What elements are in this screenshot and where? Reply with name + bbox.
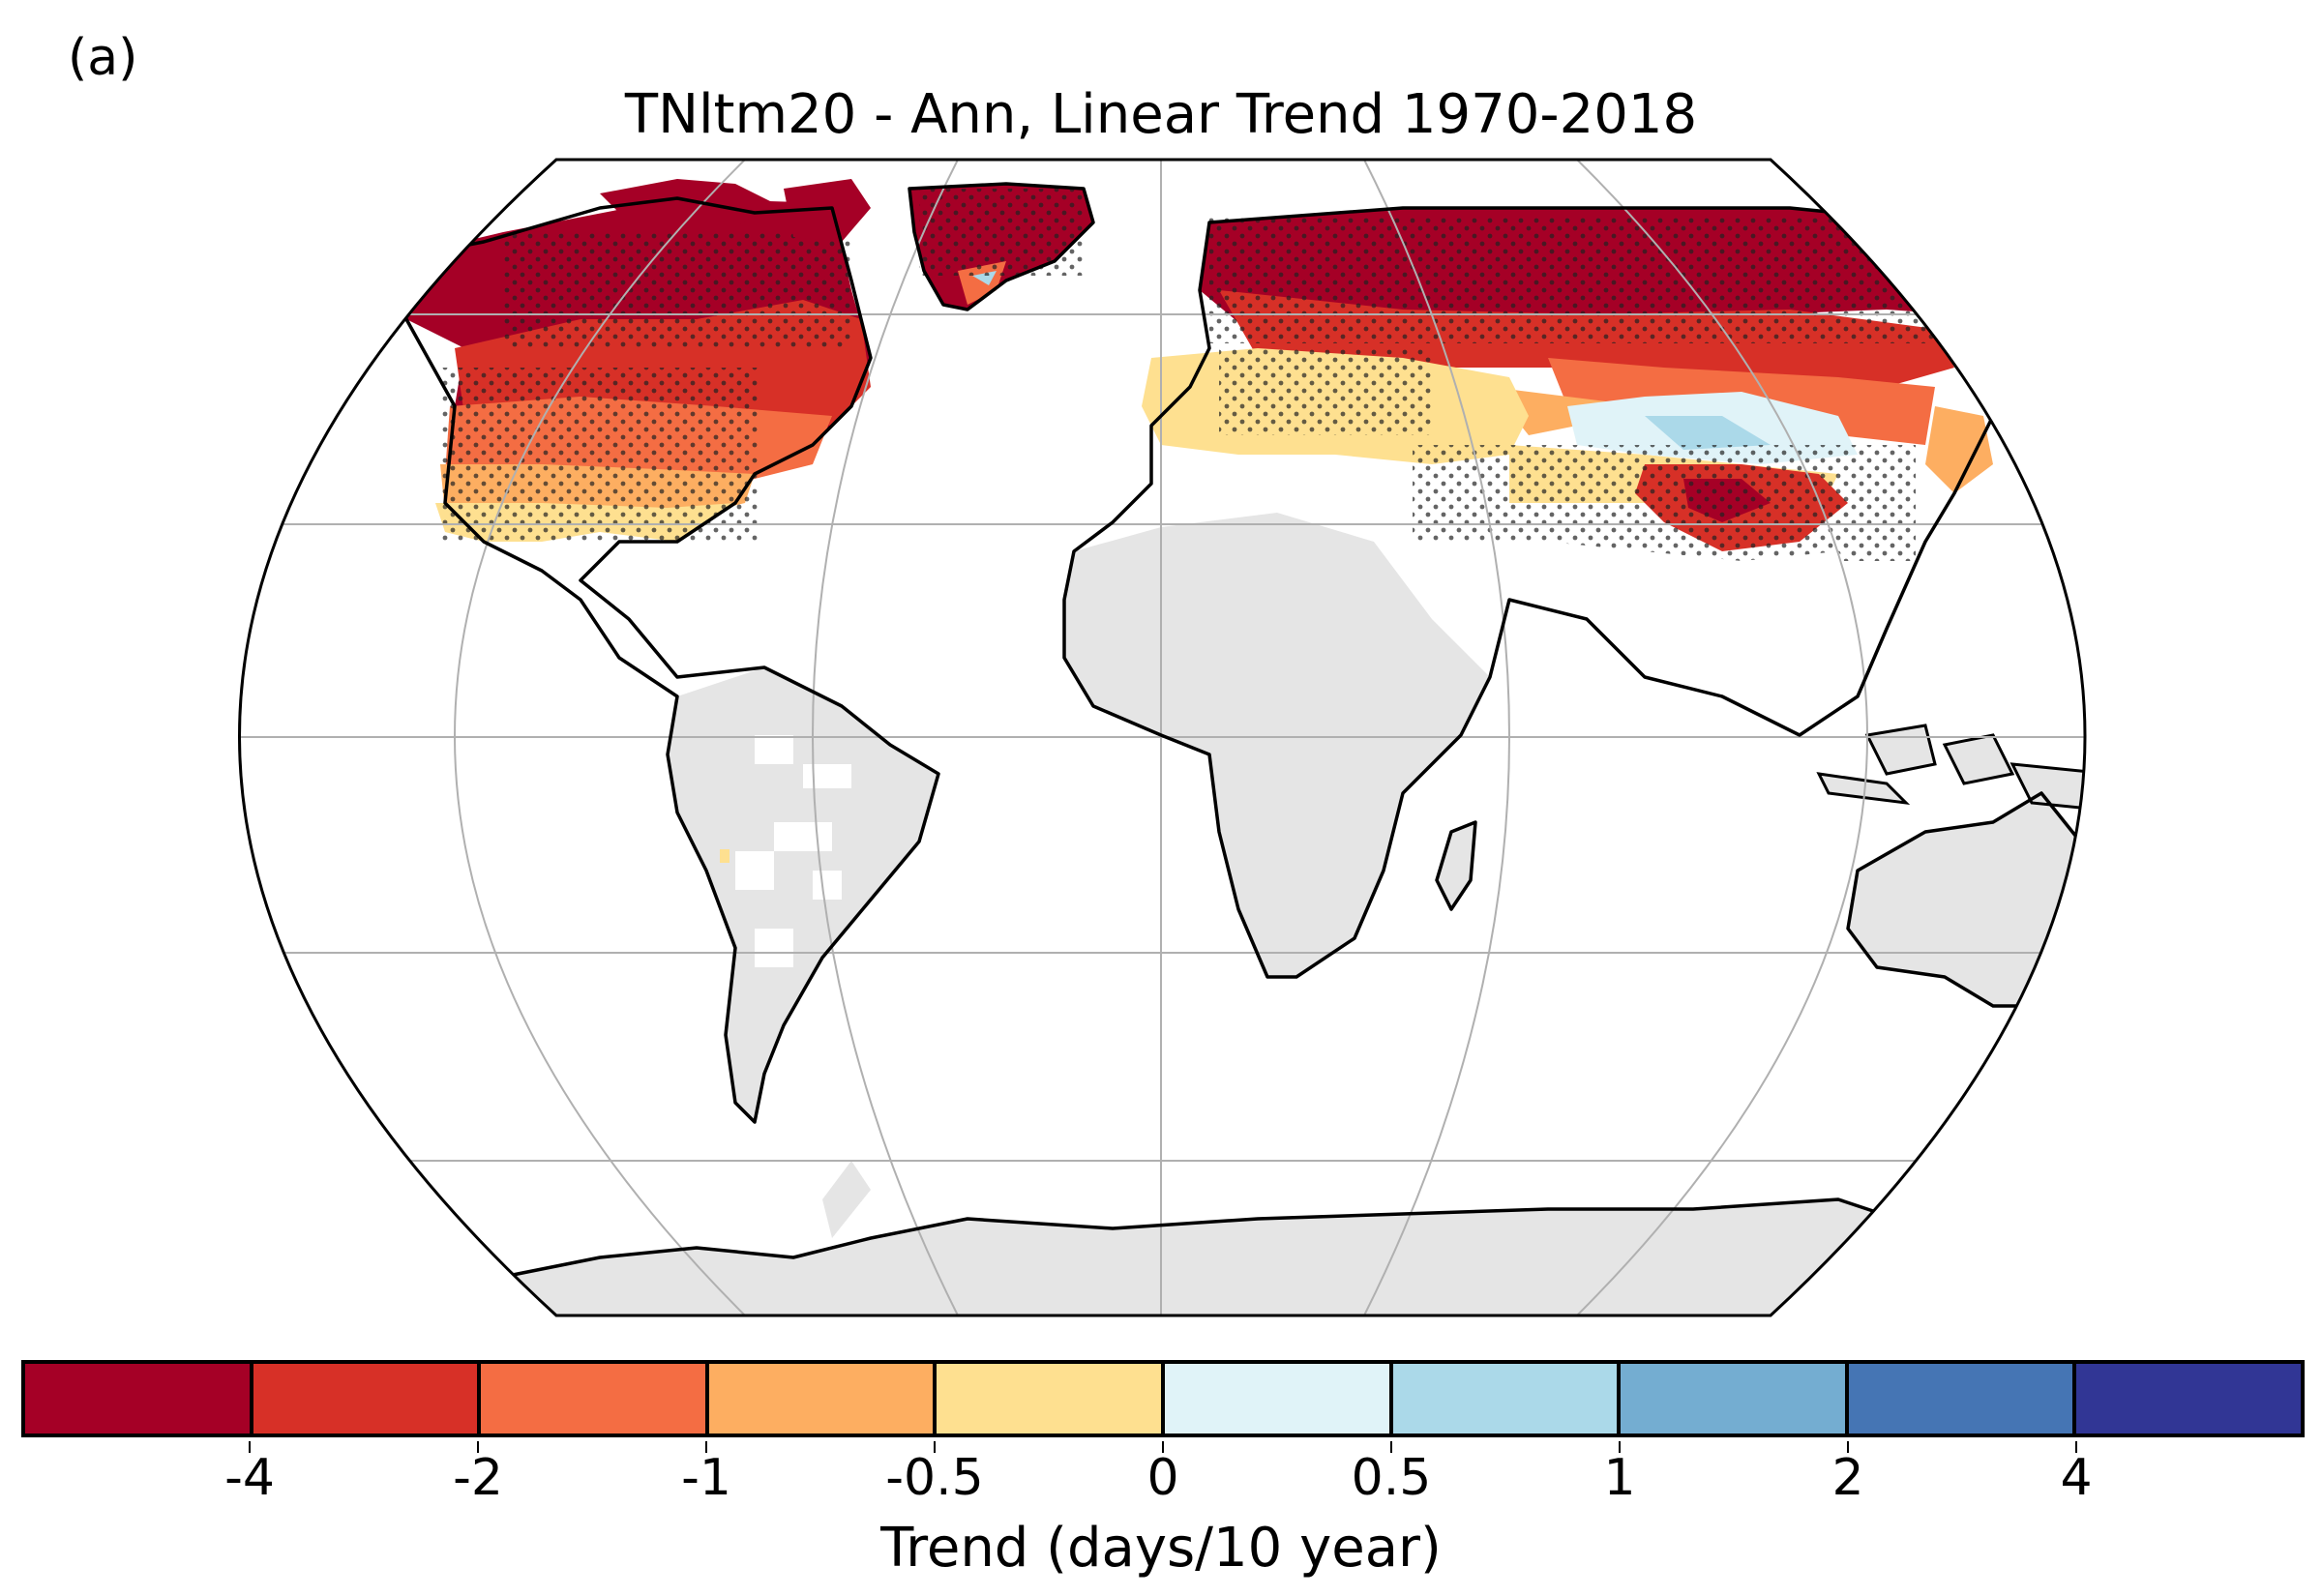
colorbar-tick [1619,1441,1621,1453]
colorbar-tick-label: -1 [681,1449,731,1507]
colorbar-tick [477,1441,479,1453]
colorbar-tick-label: 1 [1603,1449,1636,1507]
colorbar-tick-label: -0.5 [885,1449,984,1507]
colorbar-swatch [1392,1364,1622,1433]
colorbar-swatch [1621,1364,1849,1433]
panel-label: (a) [68,29,138,87]
new-zealand-land [2128,987,2191,1064]
south-asia-land [1374,542,1887,735]
colorbar-tick [249,1441,251,1453]
globe-outline [238,158,2087,1317]
south-america-land [668,667,938,1122]
colorbar-swatch [708,1364,938,1433]
colorbar-swatch [253,1364,482,1433]
greenland-trend [909,184,1093,310]
colorbar-swatch [1848,1364,2077,1433]
map-title: TNltm20 - Ann, Linear Trend 1970-2018 [624,83,1698,146]
colorbar-tick-label: 0.5 [1351,1449,1432,1507]
colorbar-swatch [2076,1364,2301,1433]
colorbar-swatch [481,1364,709,1433]
colorbar-tick-label: 4 [2060,1449,2093,1507]
graticule [239,160,2085,1315]
colorbar-tick-label: -4 [224,1449,275,1507]
colorbar-tick-label: 0 [1146,1449,1179,1507]
south-america-data-cells [735,735,851,967]
antarctica-land [503,1199,1935,1315]
colorbar-tick [1847,1441,1849,1453]
colorbar-label: Trend (days/10 year) [880,1517,1442,1580]
south-america-cell [720,849,729,863]
africa-land [1064,513,1490,977]
arctic-islands-trend [600,179,871,242]
eurasia-trend [1142,208,2022,561]
colorbar-swatch [937,1364,1165,1433]
colorbar-tick [1162,1441,1164,1453]
colorbar-tick [1390,1441,1392,1453]
colorbar-tick [2075,1441,2077,1453]
colorbar-tick-label: 2 [1831,1449,1864,1507]
colorbar-swatch [1164,1364,1393,1433]
colorbar [21,1360,2305,1437]
colorbar-tick [705,1441,707,1453]
world-map [238,158,2191,1317]
colorbar-tick-label: -2 [453,1449,503,1507]
antarctic-peninsula [822,1161,871,1238]
colorbar-swatch [25,1364,253,1433]
colorbar-tick [934,1441,936,1453]
